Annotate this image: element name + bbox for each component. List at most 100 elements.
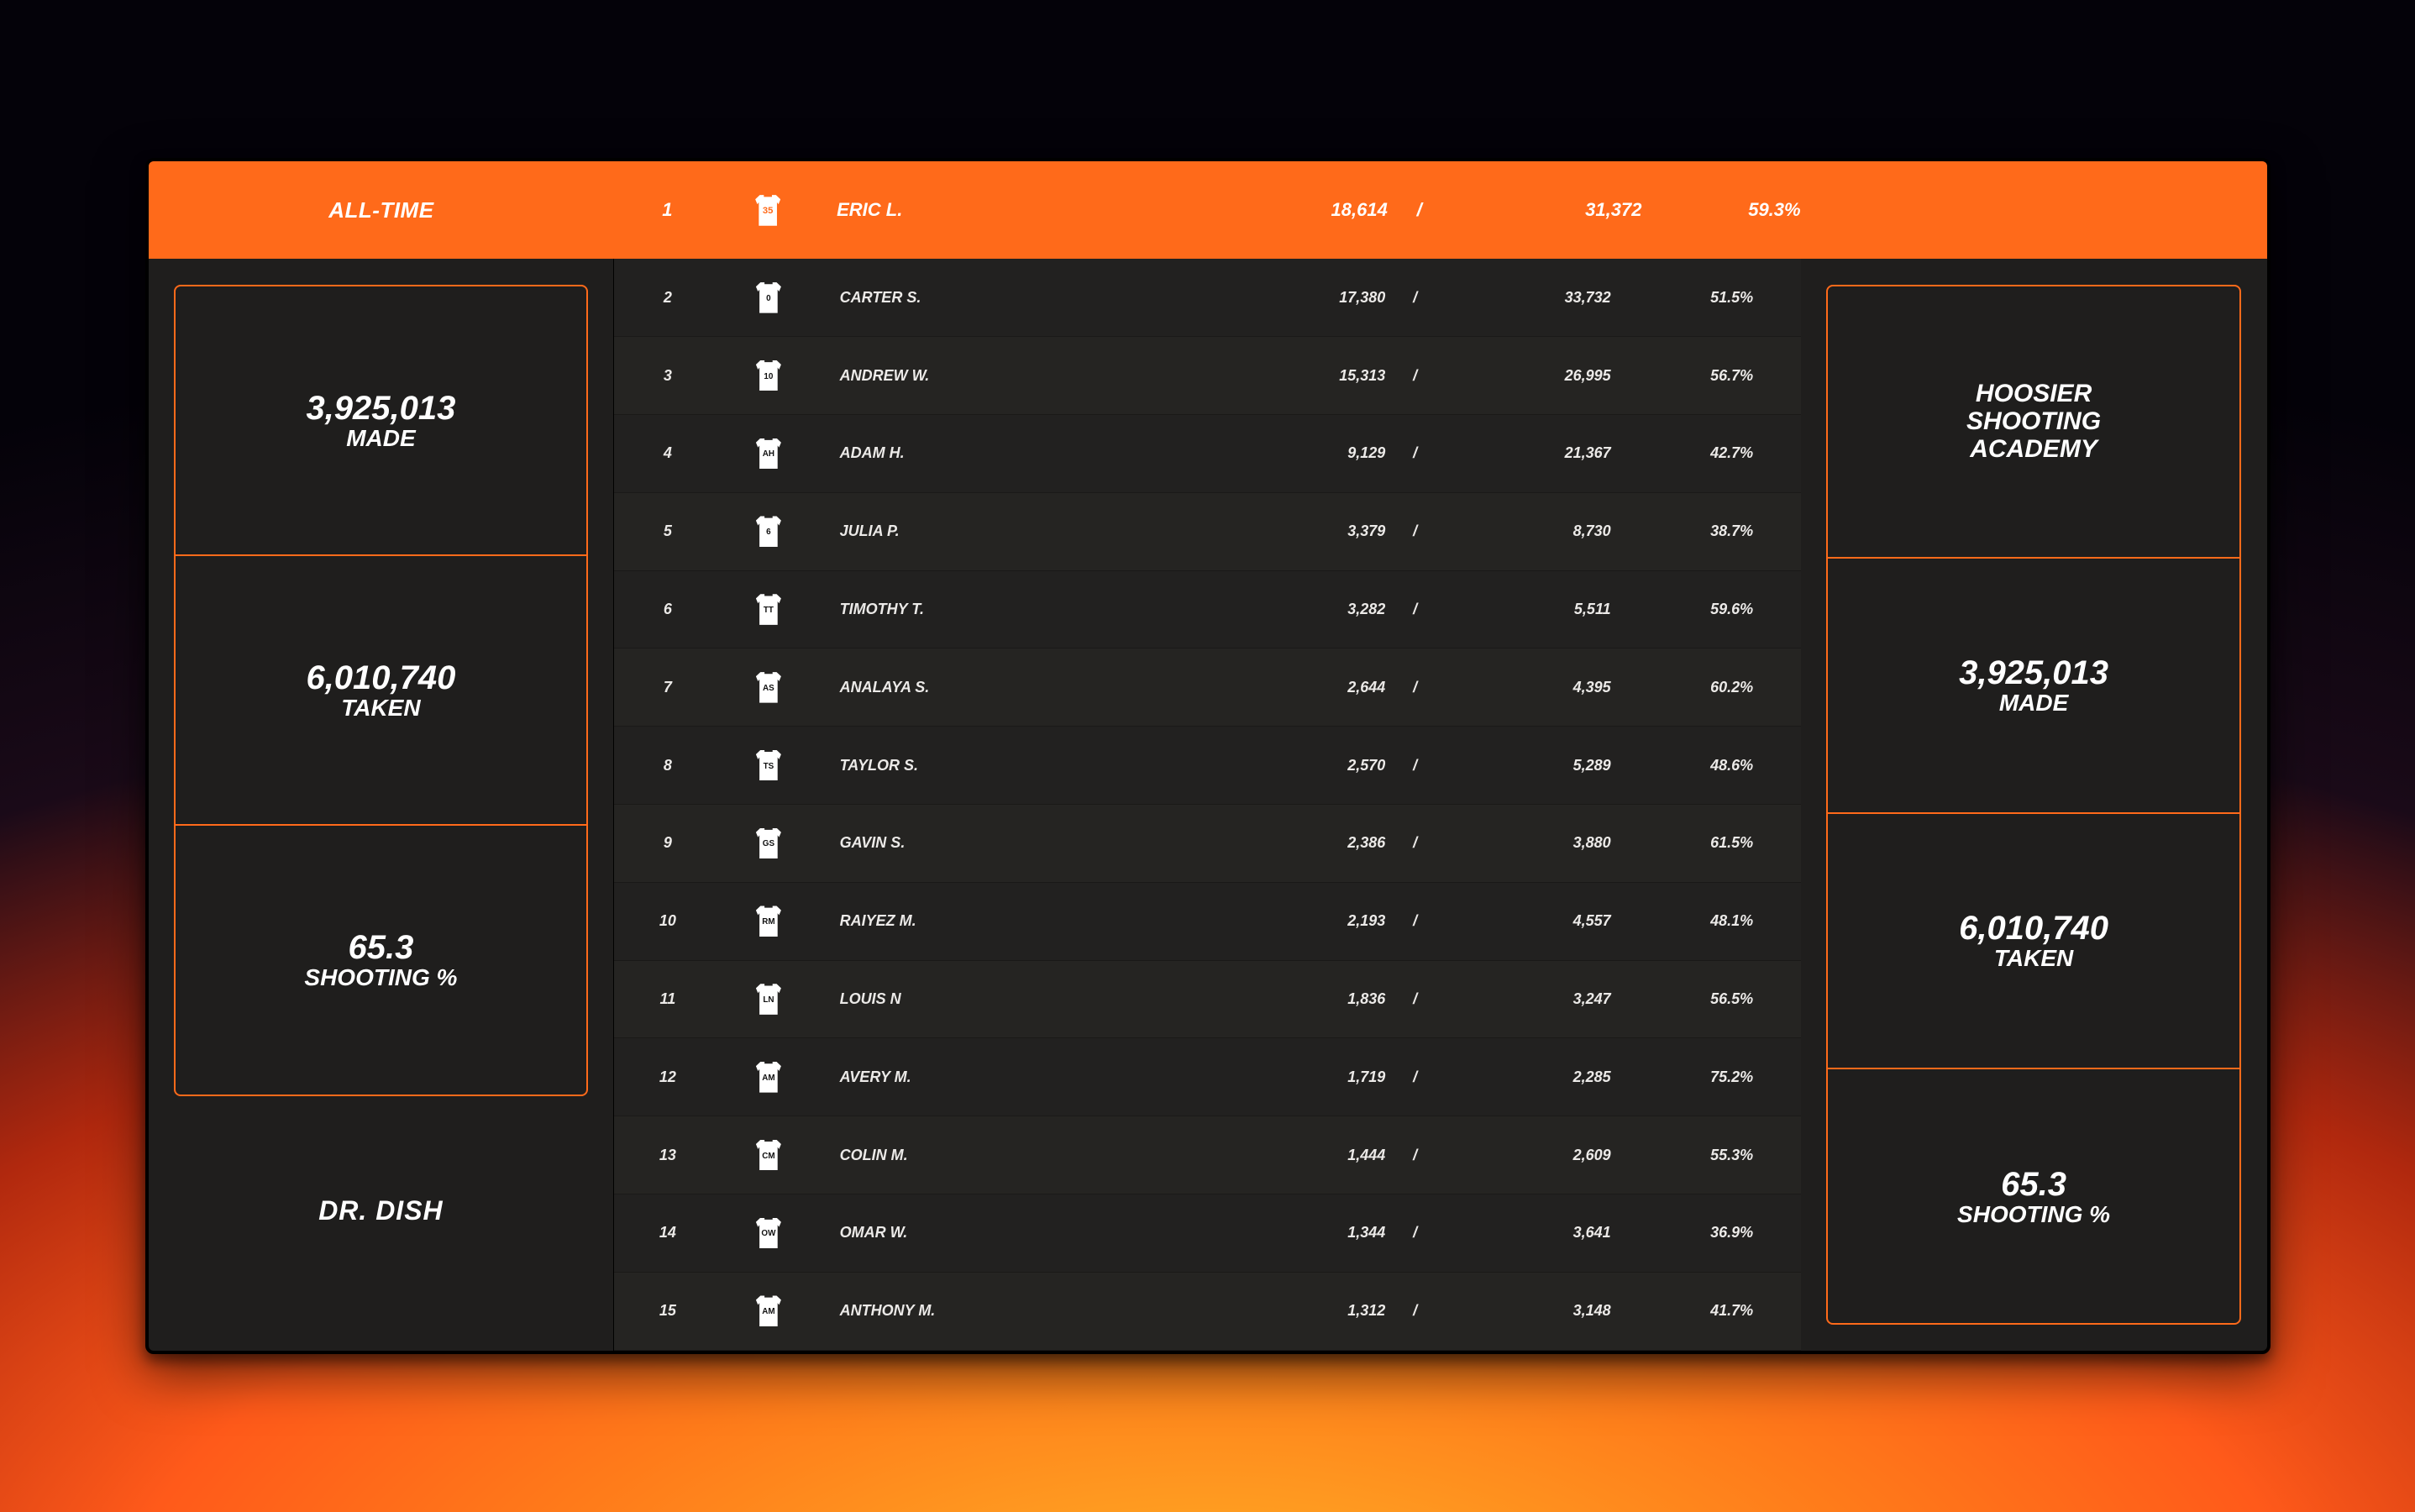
- row-jersey-cell: LN: [721, 984, 816, 1015]
- row-jersey-number: LN: [763, 995, 774, 1005]
- row-slash: /: [1385, 289, 1445, 307]
- row-pct: 36.9%: [1611, 1224, 1801, 1242]
- row-slash: /: [1385, 1224, 1445, 1242]
- row-rank: 15: [614, 1302, 721, 1320]
- row-slash: /: [1385, 367, 1445, 385]
- row-jersey-number: TS: [764, 762, 774, 771]
- taken-value: 6,010,740: [1959, 911, 2108, 946]
- row-taken: 33,732: [1445, 289, 1611, 307]
- academy-line2: SHOOTING: [1966, 407, 2101, 435]
- jersey-icon: AM: [756, 1062, 781, 1093]
- row-jersey-number: AM: [762, 1307, 774, 1316]
- row-name: ANALAYA S.: [816, 679, 1195, 696]
- row-made: 2,644: [1195, 679, 1385, 696]
- row-slash: /: [1385, 522, 1445, 540]
- row-jersey-cell: TT: [721, 594, 816, 625]
- leaderboard-row: 9GSGAVIN S.2,386/3,88061.5%: [614, 805, 1800, 883]
- row-jersey-cell: GS: [721, 828, 816, 859]
- row-jersey-number: CM: [762, 1152, 774, 1161]
- leaderboard-row: 14OWOMAR W.1,344/3,64136.9%: [614, 1194, 1800, 1273]
- row-jersey-number: AM: [762, 1074, 774, 1083]
- row-slash: /: [1385, 1302, 1445, 1320]
- row-jersey-cell: AM: [721, 1062, 816, 1093]
- top-taken: 31,372: [1451, 199, 1641, 221]
- leaderboard-row: 20CARTER S.17,380/33,73251.5%: [614, 259, 1800, 337]
- taken-block: 6,010,740 TAKEN: [176, 554, 586, 824]
- row-pct: 38.7%: [1611, 522, 1801, 540]
- row-slash: /: [1385, 1068, 1445, 1086]
- row-pct: 59.6%: [1611, 601, 1801, 618]
- leaderboard-screen: ALL-TIME 1 35 ERIC L. 18,614 / 31,372 59…: [145, 158, 2271, 1353]
- row-slash: /: [1385, 912, 1445, 930]
- row-jersey-cell: CM: [721, 1140, 816, 1171]
- row-made: 3,282: [1195, 601, 1385, 618]
- row-made: 1,836: [1195, 990, 1385, 1008]
- made-label: MADE: [1999, 690, 2068, 715]
- jersey-icon: AS: [756, 672, 781, 703]
- top-jersey-cell: 35: [720, 195, 815, 226]
- row-jersey-cell: 0: [721, 282, 816, 313]
- row-jersey-cell: 10: [721, 360, 816, 391]
- row-made: 17,380: [1195, 289, 1385, 307]
- left-column: 3,925,013 MADE 6,010,740 TAKEN 65.3 SHOO…: [149, 259, 615, 1350]
- row-slash: /: [1385, 834, 1445, 852]
- top-jersey-number: 35: [763, 206, 773, 216]
- totals-panel: 3,925,013 MADE 6,010,740 TAKEN 65.3 SHOO…: [174, 285, 588, 1096]
- row-rank: 6: [614, 601, 721, 618]
- row-taken: 26,995: [1445, 367, 1611, 385]
- leaderboard-row: 7ASANALAYA S.2,644/4,39560.2%: [614, 648, 1800, 727]
- row-pct: 56.7%: [1611, 367, 1801, 385]
- leaderboard-row: 15AMANTHONY M.1,312/3,14841.7%: [614, 1273, 1800, 1351]
- row-jersey-cell: AS: [721, 672, 816, 703]
- row-name: ANDREW W.: [816, 367, 1195, 385]
- jersey-icon: AH: [756, 438, 781, 470]
- row-name: TAYLOR S.: [816, 757, 1195, 774]
- academy-title: HOOSIER SHOOTING ACADEMY: [1828, 286, 2239, 557]
- made-block: 3,925,013 MADE: [1828, 557, 2239, 812]
- row-taken: 4,395: [1445, 679, 1611, 696]
- right-column: HOOSIER SHOOTING ACADEMY 3,925,013 MADE …: [1801, 259, 2267, 1350]
- top-pct: 59.3%: [1641, 199, 1821, 221]
- made-label: MADE: [346, 426, 415, 450]
- row-pct: 42.7%: [1611, 444, 1801, 462]
- row-rank: 4: [614, 444, 721, 462]
- top-slash: /: [1388, 199, 1452, 221]
- leaderboard-row: 310ANDREW W.15,313/26,99556.7%: [614, 337, 1800, 415]
- row-slash: /: [1385, 679, 1445, 696]
- jersey-icon: TT: [756, 594, 781, 625]
- made-value: 3,925,013: [1959, 655, 2108, 690]
- pct-label: SHOOTING %: [1957, 1202, 2110, 1226]
- leaderboard-row: 13CMCOLIN M.1,444/2,60955.3%: [614, 1116, 1800, 1194]
- row-jersey-cell: TS: [721, 750, 816, 781]
- taken-label: TAKEN: [1994, 946, 2073, 970]
- row-name: OMAR W.: [816, 1224, 1195, 1242]
- row-name: GAVIN S.: [816, 834, 1195, 852]
- jersey-icon: TS: [756, 750, 781, 781]
- pct-value: 65.3: [2001, 1167, 2066, 1202]
- row-made: 1,344: [1195, 1224, 1385, 1242]
- row-pct: 48.1%: [1611, 912, 1801, 930]
- row-made: 2,193: [1195, 912, 1385, 930]
- row-jersey-number: 10: [764, 372, 773, 381]
- jersey-icon: 6: [756, 516, 781, 547]
- row-name: COLIN M.: [816, 1147, 1195, 1164]
- row-pct: 60.2%: [1611, 679, 1801, 696]
- row-name: JULIA P.: [816, 522, 1195, 540]
- pct-label: SHOOTING %: [304, 965, 457, 990]
- row-taken: 21,367: [1445, 444, 1611, 462]
- row-rank: 3: [614, 367, 721, 385]
- leaderboard-row: 12AMAVERY M.1,719/2,28575.2%: [614, 1038, 1800, 1116]
- row-pct: 55.3%: [1611, 1147, 1801, 1164]
- leaderboard-row: 4AHADAM H.9,129/21,36742.7%: [614, 415, 1800, 493]
- row-slash: /: [1385, 990, 1445, 1008]
- row-pct: 56.5%: [1611, 990, 1801, 1008]
- jersey-icon: CM: [756, 1140, 781, 1171]
- row-rank: 9: [614, 834, 721, 852]
- taken-value: 6,010,740: [306, 660, 455, 696]
- row-rank: 11: [614, 990, 721, 1008]
- row-taken: 2,285: [1445, 1068, 1611, 1086]
- row-taken: 3,148: [1445, 1302, 1611, 1320]
- row-name: LOUIS N: [816, 990, 1195, 1008]
- pct-block: 65.3 SHOOTING %: [176, 824, 586, 1094]
- row-jersey-number: AH: [763, 449, 774, 459]
